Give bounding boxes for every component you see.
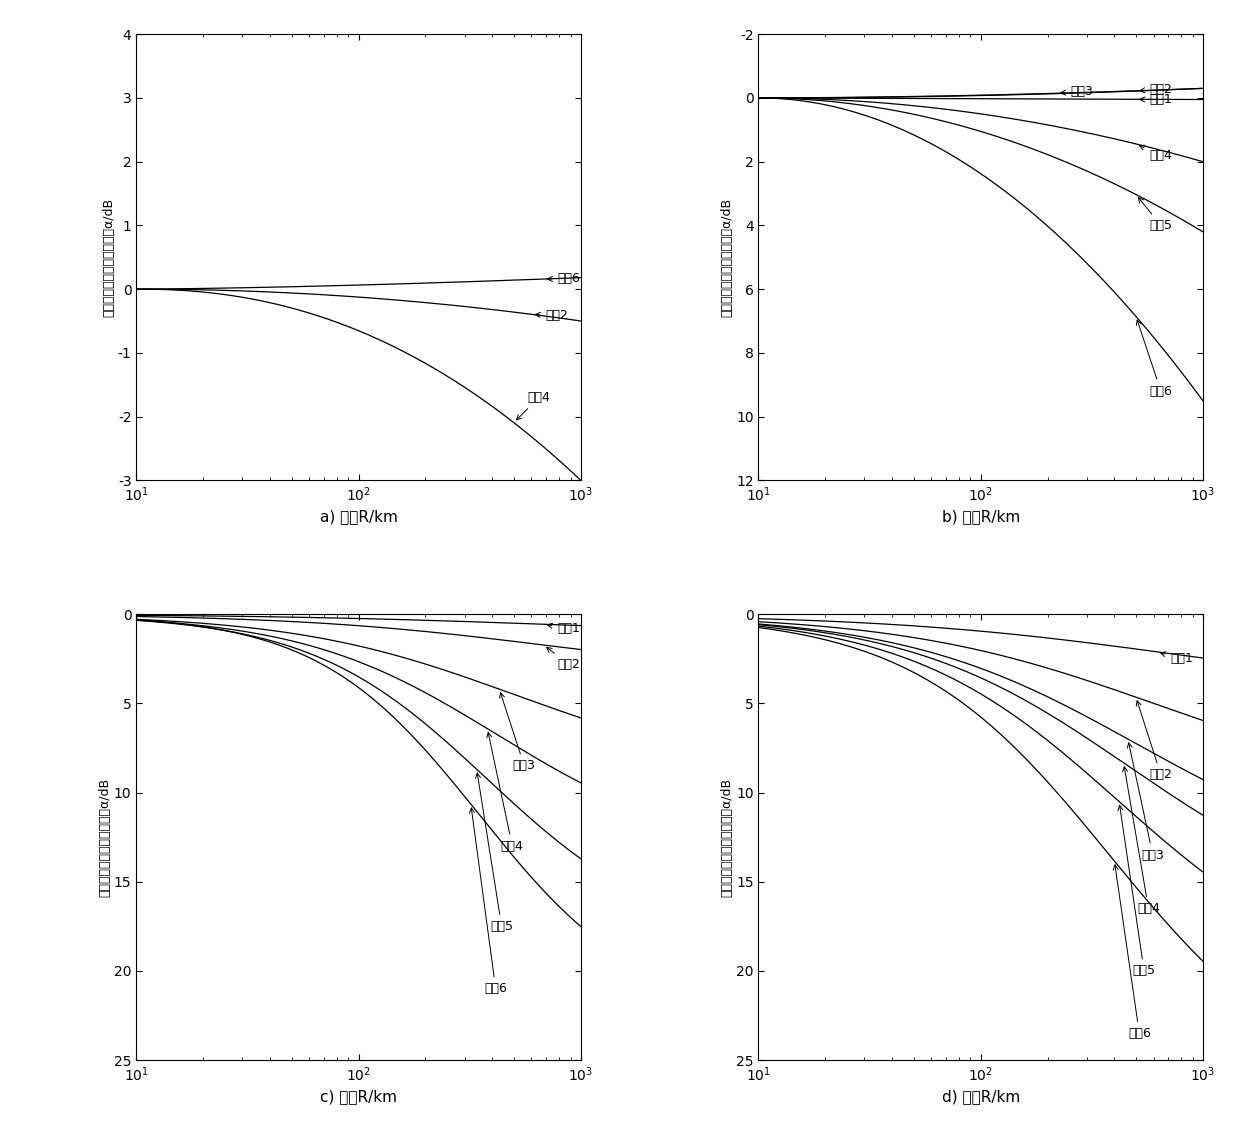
Text: 海况3: 海况3: [1060, 86, 1094, 98]
Text: 海况5: 海况5: [1118, 805, 1156, 977]
Text: 海况6: 海况6: [1136, 320, 1172, 398]
Text: 海况2: 海况2: [1140, 82, 1172, 96]
Y-axis label: 相对于光滑海面的附加衰减α/dB: 相对于光滑海面的附加衰减α/dB: [102, 197, 115, 317]
X-axis label: d) 距离R/km: d) 距离R/km: [941, 1089, 1019, 1105]
Text: 海况4: 海况4: [517, 391, 551, 420]
Text: 海况2: 海况2: [536, 309, 568, 323]
Text: 海况6: 海况6: [547, 272, 580, 285]
X-axis label: b) 距离R/km: b) 距离R/km: [941, 510, 1019, 524]
Text: 海况1: 海况1: [547, 622, 580, 635]
Text: 海况3: 海况3: [500, 693, 536, 772]
Text: 海况6: 海况6: [470, 808, 507, 995]
Text: 海况2: 海况2: [1136, 701, 1172, 781]
Text: 海况5: 海况5: [476, 773, 513, 933]
Text: 海况4: 海况4: [1140, 145, 1172, 162]
Text: 海况1: 海况1: [1161, 652, 1193, 666]
Text: 海况6: 海况6: [1114, 865, 1151, 1040]
Text: 海况4: 海况4: [487, 733, 523, 853]
Y-axis label: 相对于光滑海面的附加衰减α/dB: 相对于光滑海面的附加衰减α/dB: [720, 197, 733, 317]
X-axis label: c) 距离R/km: c) 距离R/km: [320, 1089, 397, 1105]
Text: 海况2: 海况2: [547, 648, 580, 670]
Text: 海况1: 海况1: [1140, 93, 1172, 106]
Text: 海况4: 海况4: [1122, 767, 1159, 915]
Text: 海况5: 海况5: [1138, 197, 1172, 231]
Y-axis label: 相对于光滑海面的附加衰减α/dB: 相对于光滑海面的附加衰减α/dB: [720, 777, 733, 897]
X-axis label: a) 距离R/km: a) 距离R/km: [320, 510, 398, 524]
Text: 海况3: 海况3: [1127, 743, 1164, 862]
Y-axis label: 相对于光滑海面的附加衰减α/dB: 相对于光滑海面的附加衰减α/dB: [98, 777, 112, 897]
